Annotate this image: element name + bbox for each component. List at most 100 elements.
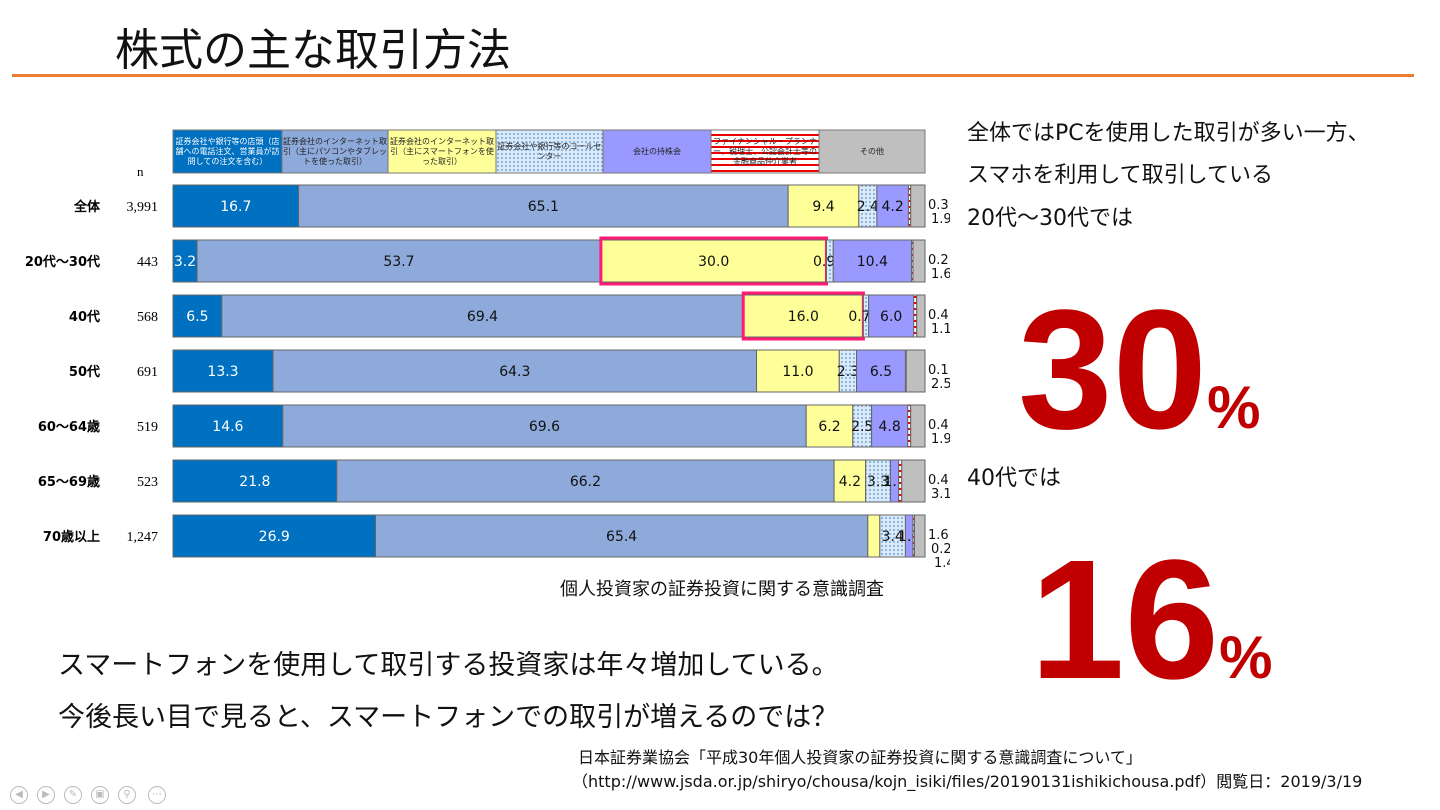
bar-segment (742, 294, 864, 338)
big-number-16: 16 (1030, 525, 1220, 715)
data-label: 0.2 (928, 253, 949, 268)
n-value: 1,247 (127, 530, 159, 545)
data-label: 1.9 (931, 432, 950, 447)
bar-segment (916, 294, 926, 338)
legend-label: その他 (860, 146, 884, 156)
right-text-2: スマホを利用して取引している (967, 163, 1274, 188)
data-label: 11.0 (782, 364, 813, 380)
data-label: 1.4 (934, 556, 950, 571)
bar-segment (913, 514, 926, 558)
data-label: 2.3 (837, 364, 859, 380)
title-divider (12, 74, 1414, 77)
legend-swatch (602, 129, 712, 174)
big-number-30: 30 (1018, 275, 1208, 465)
bar-segment (910, 184, 926, 228)
slide-title: 株式の主な取引方法 (115, 25, 511, 76)
data-label: 30.0 (698, 254, 729, 270)
bar-segment (172, 184, 300, 228)
data-label: 65.4 (606, 529, 637, 545)
data-label: 16.7 (220, 199, 251, 215)
pen-icon[interactable]: ✎ (64, 786, 82, 804)
data-label: 1.6 (928, 528, 949, 543)
data-label: 13.3 (207, 364, 238, 380)
bar-segment (374, 514, 869, 558)
n-value: 443 (137, 255, 158, 270)
data-label: 3.3 (867, 474, 889, 490)
data-label: 2.4 (857, 199, 879, 215)
category-label: 40代 (69, 309, 100, 325)
data-label: 0.7 (848, 309, 870, 325)
legend-label: 会社の持株会 (633, 146, 681, 156)
data-label: 69.6 (529, 419, 560, 435)
bar-segment (172, 459, 338, 503)
percent-sign: % (1219, 624, 1273, 691)
bar-segment (805, 404, 854, 448)
prev-slide-icon[interactable]: ◀ (10, 786, 28, 804)
bar-segment (876, 184, 909, 228)
legend-swatch (387, 129, 497, 174)
bar-segment (910, 404, 926, 448)
right-text-4: 40代では (967, 466, 1061, 491)
legend-swatch (172, 129, 283, 174)
big-16-percent: 16% (1030, 535, 1272, 705)
data-label: 4.2 (882, 199, 904, 215)
category-label: 50代 (69, 364, 100, 380)
more-icon[interactable]: ⋯ (148, 786, 166, 804)
data-label: 0.3 (928, 198, 949, 213)
bar-segment (298, 184, 789, 228)
bar-segment (172, 514, 376, 558)
bar-segment (282, 404, 807, 448)
bar-segment (912, 239, 926, 283)
data-label: 26.9 (259, 529, 290, 545)
bar-segment (868, 294, 915, 338)
bar-segment (832, 239, 912, 283)
data-label: 53.7 (383, 254, 414, 270)
chart-caption: 個人投資家の証券投資に関する意識調査 (560, 579, 884, 600)
data-label: 4.2 (839, 474, 861, 490)
data-label: 1.6 (931, 267, 950, 282)
right-text-3: 20代～30代では (967, 206, 1133, 231)
data-label: 3.1 (931, 487, 950, 502)
n-value: 519 (137, 420, 158, 435)
next-slide-icon[interactable]: ▶ (37, 786, 55, 804)
bar-segment (905, 349, 926, 393)
n-value: 523 (137, 475, 158, 490)
bar-segment (172, 404, 284, 448)
data-label: 14.6 (212, 419, 243, 435)
data-label: 6.2 (818, 419, 840, 435)
source-line-2: （http://www.jsda.or.jp/shiryo/chousa/koj… (572, 772, 1363, 791)
n-value: 3,991 (127, 200, 159, 215)
data-label: 0.4 (928, 418, 949, 433)
bar-segment (867, 514, 881, 558)
data-label: 1.9 (931, 212, 950, 227)
legend-swatch (818, 129, 926, 174)
bar-segment (172, 349, 274, 393)
category-label: 全体 (73, 199, 101, 215)
data-label: 1.1 (931, 322, 950, 337)
data-label: 0.9 (813, 254, 835, 270)
legend-label: ファイナンシャル・プランナー、税理士、公認会計士等の金融商品仲介業者 (713, 136, 817, 166)
slides-icon[interactable]: ▣ (91, 786, 109, 804)
legend-label: 証券会社や銀行等の店頭（店舗への電話注文、営業員が訪問しての注文を含む） (175, 136, 280, 166)
category-label: 20代～30代 (25, 254, 100, 270)
n-value: 691 (137, 365, 158, 380)
stacked-bar-chart: 証券会社や銀行等の店頭（店舗への電話注文、営業員が訪問しての注文を含む）証券会社… (25, 129, 950, 571)
data-label: 66.2 (570, 474, 601, 490)
bar-segment (336, 459, 835, 503)
data-label: 0.1 (928, 363, 949, 378)
category-label: 70歳以上 (43, 529, 100, 545)
bar-segment (901, 459, 926, 503)
legend-swatch (710, 129, 820, 174)
bar-segment (221, 294, 744, 338)
bar-segment (172, 239, 198, 283)
data-label: 6.0 (880, 309, 902, 325)
bar-segment (787, 184, 860, 228)
data-label: 0.4 (928, 308, 949, 323)
category-label: 60～64歳 (38, 419, 100, 435)
bar-segment (856, 349, 906, 393)
data-label: 21.8 (239, 474, 270, 490)
zoom-icon[interactable]: ⚲ (118, 786, 136, 804)
data-label: 10.4 (857, 254, 888, 270)
data-label: 0.2 (931, 542, 950, 557)
data-label: 6.5 (870, 364, 892, 380)
